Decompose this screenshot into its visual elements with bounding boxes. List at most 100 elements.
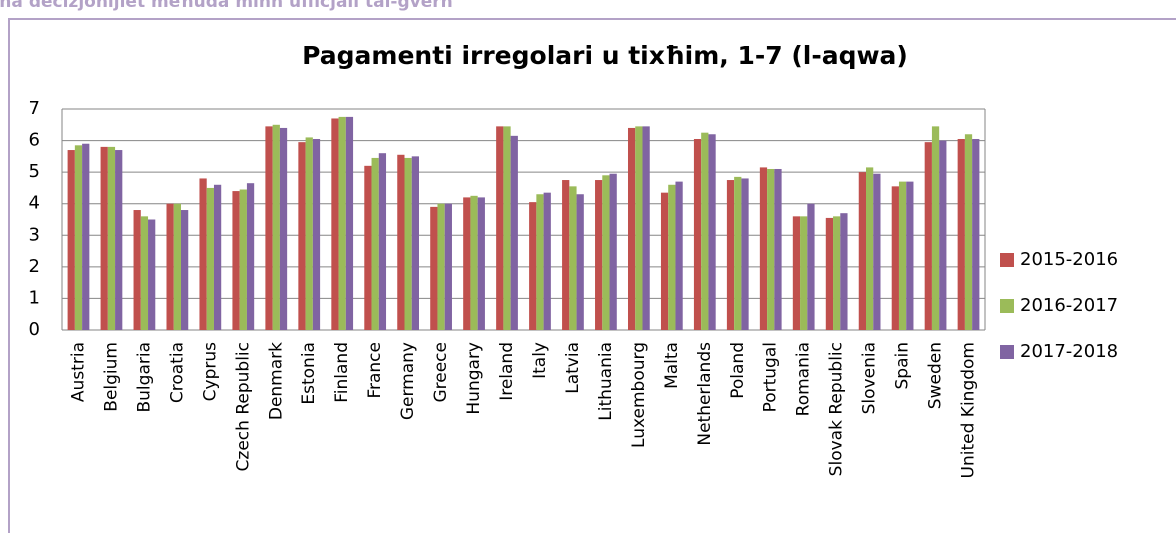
bar — [496, 126, 504, 330]
bar — [891, 186, 899, 330]
bar — [305, 137, 313, 330]
x-tick-label: Czech Republic — [233, 342, 253, 471]
bar — [759, 167, 768, 330]
bar — [865, 167, 874, 330]
x-tick-label: Lithuania — [596, 342, 616, 421]
x-tick-label: Germany — [398, 342, 418, 420]
bar — [206, 187, 214, 330]
x-tick-label: Romania — [794, 342, 814, 416]
bar — [569, 186, 577, 330]
bar — [726, 180, 735, 330]
bar — [404, 157, 412, 330]
bar — [693, 138, 702, 330]
bar — [807, 203, 815, 330]
frame — [8, 18, 1176, 533]
x-tick-label: Cyprus — [200, 342, 220, 401]
bar — [562, 180, 570, 330]
bar — [972, 138, 980, 330]
bar — [364, 165, 372, 330]
x-tick-label: Sweden — [926, 342, 946, 409]
x-tick-label: Italy — [530, 342, 550, 379]
x-tick-label: Malta — [662, 342, 682, 389]
bar — [510, 135, 518, 330]
bar — [642, 126, 650, 330]
bar — [107, 146, 116, 330]
bar — [536, 194, 544, 330]
bar — [444, 203, 452, 330]
bar — [279, 127, 288, 330]
x-tick-label: Estonia — [299, 342, 319, 405]
x-tick-label: Austria — [68, 342, 88, 402]
bar — [675, 181, 683, 330]
x-tick-label: Denmark — [266, 342, 286, 420]
x-tick-label: Luxembourg — [629, 342, 649, 448]
bar — [873, 173, 881, 330]
bar — [734, 176, 742, 330]
bar — [906, 181, 914, 330]
bar — [668, 184, 676, 330]
bar — [602, 175, 610, 330]
bar — [576, 194, 584, 330]
y-tick-label: 7 — [29, 98, 40, 119]
bar — [477, 197, 485, 330]
bar — [345, 116, 354, 331]
bar — [470, 195, 478, 330]
x-tick-label: Belgium — [101, 342, 121, 412]
bar — [272, 124, 280, 331]
x-tick-label: Ireland — [497, 342, 517, 401]
x-tick-label: Croatia — [167, 342, 187, 403]
bar — [463, 197, 471, 330]
x-tick-label: United Kingdom — [959, 342, 979, 478]
bar — [437, 203, 445, 330]
bar — [338, 116, 346, 331]
y-tick-label: 0 — [29, 319, 40, 340]
bar — [964, 134, 973, 330]
bar — [397, 154, 405, 330]
bar — [232, 191, 240, 330]
bar — [825, 217, 834, 330]
bar — [701, 132, 709, 330]
bar — [708, 134, 716, 330]
y-tick-label: 6 — [29, 130, 40, 151]
bar — [312, 138, 321, 330]
y-tick-label: 3 — [29, 224, 40, 245]
y-tick-label: 2 — [29, 256, 40, 277]
bar — [840, 213, 848, 330]
legend-label: 2015-2016 — [1020, 249, 1118, 270]
bar — [140, 216, 149, 330]
x-tick-label: Slovenia — [860, 342, 880, 414]
bar — [430, 206, 438, 330]
bar — [503, 126, 511, 330]
x-tick-label: Portugal — [761, 342, 781, 412]
bar — [609, 173, 617, 330]
bar — [133, 210, 141, 330]
x-tick-label: Finland — [332, 342, 352, 403]
bar — [181, 210, 189, 330]
bar — [792, 216, 801, 330]
x-tick-label: Latvia — [563, 342, 583, 394]
bar — [774, 168, 782, 330]
bar — [529, 202, 537, 330]
bar — [166, 203, 174, 330]
bar — [924, 142, 932, 330]
bar — [331, 118, 339, 330]
caption: ħa deċiżjonijiet meħuda minn uffiċjali t… — [0, 0, 453, 12]
x-tick-label: Greece — [431, 342, 451, 403]
bar — [199, 178, 207, 330]
x-tick-label: France — [365, 342, 385, 399]
x-tick-label: Poland — [728, 342, 748, 399]
y-tick-label: 5 — [29, 161, 40, 182]
bar — [543, 192, 551, 330]
bar — [833, 216, 841, 330]
x-tick-label: Slovak Republic — [827, 342, 847, 476]
x-tick-label: Spain — [893, 342, 913, 390]
bar — [148, 219, 156, 330]
bar — [378, 153, 387, 330]
bar — [239, 189, 247, 330]
bar — [67, 150, 75, 330]
bar — [246, 183, 255, 330]
bar — [898, 181, 907, 330]
legend-swatch — [1000, 345, 1014, 359]
bar — [595, 180, 603, 330]
